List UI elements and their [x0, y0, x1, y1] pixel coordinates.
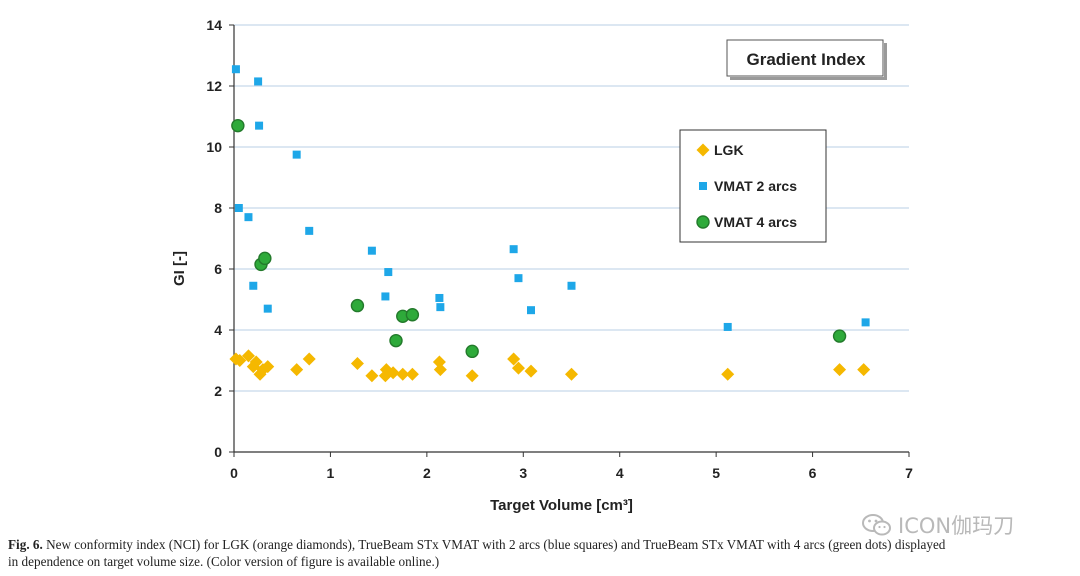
figure-caption: Fig. 6. New conformity index (NCI) for L… [8, 536, 1076, 570]
legend-label: LGK [714, 142, 744, 158]
data-point-square [254, 77, 263, 86]
data-point-circle [258, 251, 272, 266]
data-point-circle [405, 308, 420, 322]
x-tick-label: 6 [809, 465, 817, 481]
data-point-square [231, 65, 240, 74]
y-tick-label: 6 [214, 261, 222, 277]
data-point-square [514, 274, 523, 283]
y-tick-label: 14 [206, 17, 222, 33]
data-point-diamond [432, 355, 446, 369]
caption-line-2: in dependence on target volume size. (Co… [8, 554, 440, 569]
data-point-diamond [290, 363, 304, 377]
data-point-circle [465, 344, 479, 359]
data-point-square [367, 246, 376, 255]
x-tick-label: 7 [905, 465, 913, 481]
legend-marker-diamond [696, 143, 710, 157]
y-axis-label: GI [-] [171, 251, 188, 286]
data-point-diamond [261, 360, 275, 374]
data-point-diamond [365, 369, 379, 383]
data-point-diamond [396, 367, 410, 381]
legend-item: VMAT 4 arcs [696, 214, 797, 230]
data-point-square [384, 268, 393, 277]
data-point-diamond [350, 357, 364, 371]
watermark-text: ICON伽玛刀 [898, 514, 1015, 538]
data-points [229, 65, 871, 383]
figure-label: Fig. 6. [8, 537, 43, 552]
data-point-diamond [433, 363, 447, 377]
x-tick-labels: 0 1 2 3 4 5 6 7 [230, 465, 913, 481]
x-tick-label: 4 [616, 465, 624, 481]
axes [229, 24, 910, 457]
data-point-diamond [857, 363, 871, 377]
data-point-diamond [507, 352, 521, 366]
legend-item: VMAT 2 arcs [699, 178, 797, 194]
data-point-diamond [405, 367, 419, 381]
data-point-diamond [511, 361, 525, 375]
legend-marker-square [699, 182, 707, 190]
x-tick-label: 1 [327, 465, 335, 481]
data-point-diamond [302, 352, 316, 366]
data-point-diamond [524, 364, 538, 378]
y-tick-labels: 0 2 4 6 8 10 12 14 [206, 17, 222, 460]
data-point-circle [350, 298, 365, 313]
watermark: ICON伽玛刀 [862, 510, 1014, 540]
data-point-square [234, 204, 243, 212]
data-point-diamond [721, 367, 735, 381]
x-tick-label: 2 [423, 465, 431, 481]
legend-label: VMAT 4 arcs [714, 214, 797, 230]
legend-label: VMAT 2 arcs [714, 178, 797, 194]
data-point-square [249, 281, 258, 290]
chart-title-box: Gradient Index [726, 39, 887, 80]
data-point-diamond [241, 349, 255, 363]
data-point-square [292, 150, 301, 159]
y-tick-label: 12 [206, 78, 222, 94]
x-tick-label: 0 [230, 465, 238, 481]
x-axis-label: Target Volume [cm³] [490, 497, 633, 514]
wechat-icon [862, 514, 891, 536]
data-point-square [723, 322, 732, 331]
data-point-circle [389, 333, 403, 348]
data-point-diamond [233, 354, 247, 367]
y-tick-label: 4 [214, 322, 222, 338]
data-point-diamond [833, 363, 847, 377]
y-tick-label: 0 [214, 444, 222, 460]
y-tick-label: 8 [214, 200, 222, 216]
x-tick-label: 5 [712, 465, 720, 481]
data-point-square [509, 245, 518, 254]
data-point-square [305, 226, 314, 235]
legend-item: LGK [696, 142, 744, 158]
data-point-circle [231, 118, 245, 133]
data-point-circle [832, 329, 847, 343]
series-circle [231, 118, 847, 359]
chart-title: Gradient Index [746, 50, 866, 69]
legend-marker-circle [696, 215, 710, 229]
series-square [231, 65, 870, 331]
data-point-square [255, 121, 264, 130]
data-point-diamond [386, 366, 400, 380]
y-tick-label: 2 [214, 383, 222, 399]
legend: LGK VMAT 2 arcs VMAT 4 arcs [679, 129, 827, 243]
data-point-square [567, 281, 576, 290]
data-point-square [435, 293, 444, 302]
data-point-square [527, 306, 535, 315]
x-tick-label: 3 [519, 465, 527, 481]
data-point-square [861, 318, 870, 327]
data-point-square [263, 304, 272, 313]
data-point-diamond [465, 369, 479, 383]
data-point-diamond [565, 367, 578, 381]
data-point-diamond [249, 355, 263, 369]
data-point-square [244, 213, 253, 222]
data-point-square [436, 303, 445, 312]
series-diamond [229, 349, 871, 383]
grid-lines [234, 24, 909, 392]
y-tick-label: 10 [206, 139, 222, 155]
caption-line-1: New conformity index (NCI) for LGK (oran… [46, 537, 946, 552]
data-point-square [381, 292, 390, 301]
